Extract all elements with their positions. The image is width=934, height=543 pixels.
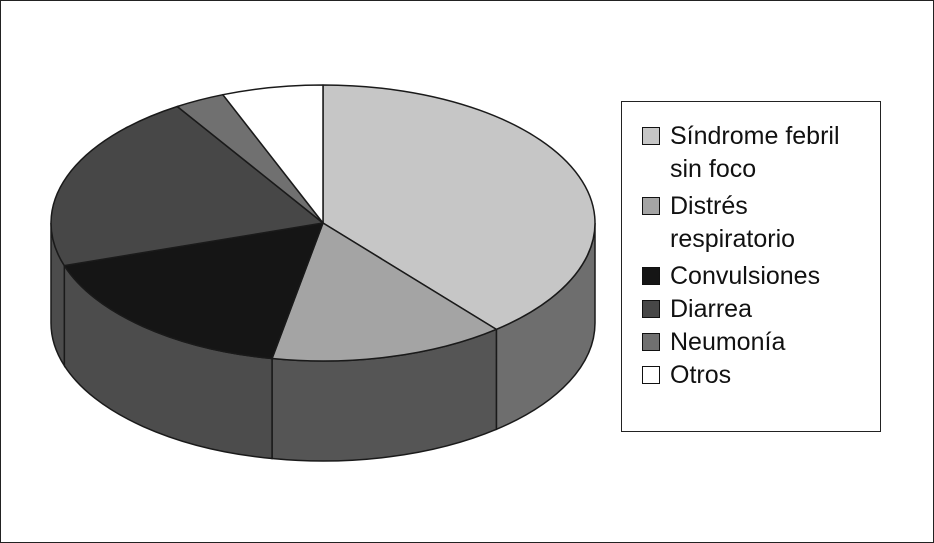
pie-slice [63, 222, 324, 360]
pie-slice [322, 84, 596, 331]
legend-swatch [642, 267, 660, 285]
legend-swatch [642, 366, 660, 384]
pie-slice [271, 222, 498, 362]
legend-item: Distrés respiratorio [642, 190, 880, 256]
legend-label: Convulsiones [670, 262, 821, 290]
legend-item: Otros [642, 359, 880, 392]
legend-item: Diarrea [642, 293, 880, 326]
legend-swatch [642, 300, 660, 318]
legend-swatch [642, 127, 660, 145]
legend: Síndrome febril sin foco Distrés respira… [621, 101, 881, 432]
legend-label: Síndrome febril sin foco [670, 122, 840, 183]
legend-item: Neumonía [642, 326, 880, 359]
pie-slice [50, 105, 324, 267]
legend-item: Convulsiones [642, 260, 880, 293]
legend-label: Diarrea [670, 295, 752, 323]
pie-slice [222, 84, 324, 224]
legend-label: Distrés respiratorio [670, 192, 796, 253]
legend-label: Otros [670, 361, 732, 389]
pie-sides [50, 222, 596, 462]
legend-item: Síndrome febril sin foco [642, 120, 880, 186]
legend-swatch [642, 197, 660, 215]
pie-top [50, 84, 596, 362]
legend-swatch [642, 333, 660, 351]
legend-label: Neumonía [670, 328, 786, 356]
